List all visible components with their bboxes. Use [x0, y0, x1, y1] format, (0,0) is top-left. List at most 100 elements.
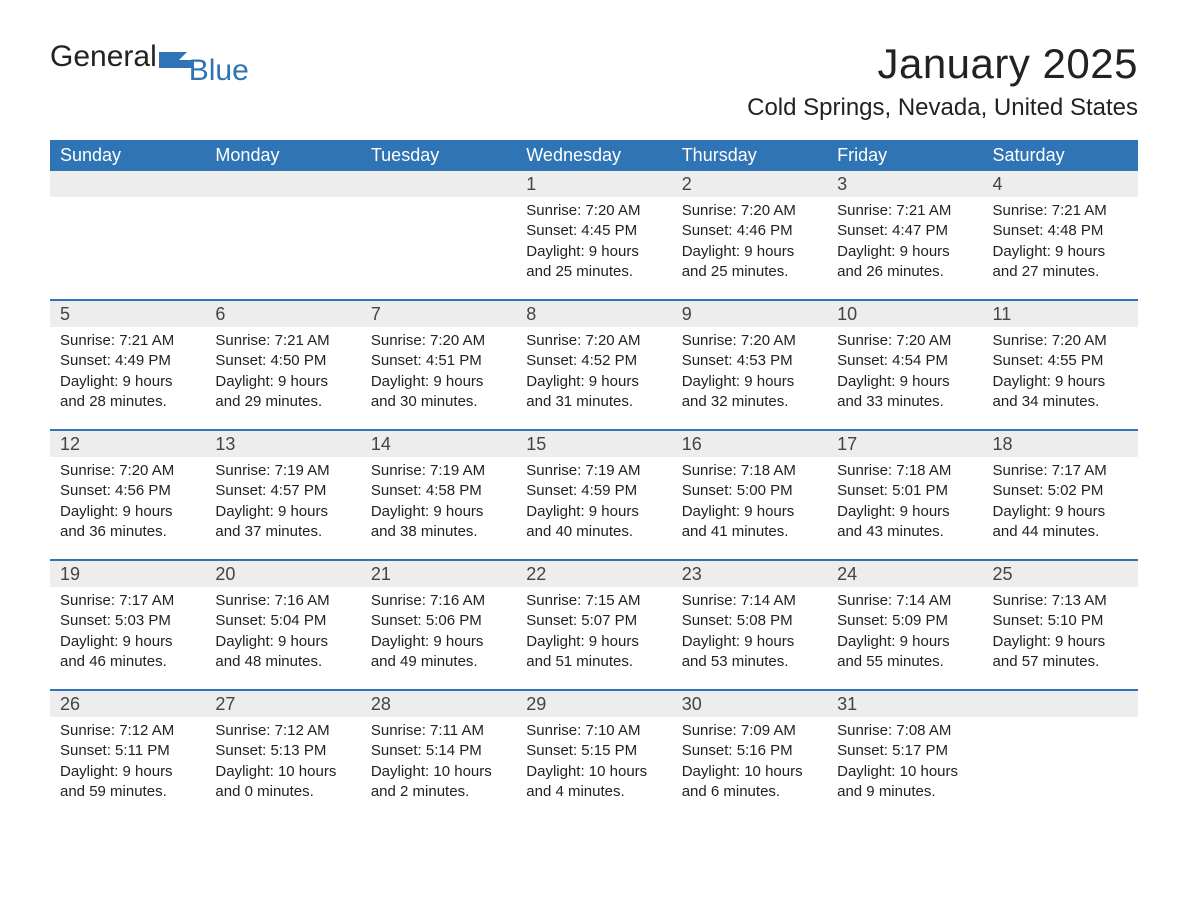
daylight-line: Daylight: 9 hours and 53 minutes. — [682, 632, 817, 673]
day-details: Sunrise: 7:15 AMSunset: 5:07 PMDaylight:… — [516, 587, 671, 672]
weekday-header: Friday — [827, 140, 982, 171]
daylight-line: Daylight: 9 hours and 25 minutes. — [526, 242, 661, 283]
sunrise-line: Sunrise: 7:20 AM — [60, 461, 195, 481]
day-number: 31 — [827, 691, 982, 717]
daylight-line: Daylight: 9 hours and 28 minutes. — [60, 372, 195, 413]
daylight-line: Daylight: 9 hours and 27 minutes. — [993, 242, 1128, 283]
day-cell: 5Sunrise: 7:21 AMSunset: 4:49 PMDaylight… — [50, 301, 205, 429]
sunset-line: Sunset: 5:09 PM — [837, 611, 972, 631]
sunset-line: Sunset: 5:13 PM — [215, 741, 350, 761]
weekday-header: Monday — [205, 140, 360, 171]
sunrise-line: Sunrise: 7:15 AM — [526, 591, 661, 611]
sunset-line: Sunset: 4:52 PM — [526, 351, 661, 371]
day-cell: 9Sunrise: 7:20 AMSunset: 4:53 PMDaylight… — [672, 301, 827, 429]
day-number: 8 — [516, 301, 671, 327]
sunset-line: Sunset: 4:56 PM — [60, 481, 195, 501]
daylight-line: Daylight: 9 hours and 55 minutes. — [837, 632, 972, 673]
day-number: 6 — [205, 301, 360, 327]
week-row: 19Sunrise: 7:17 AMSunset: 5:03 PMDayligh… — [50, 559, 1138, 689]
sunrise-line: Sunrise: 7:21 AM — [993, 201, 1128, 221]
day-cell: 11Sunrise: 7:20 AMSunset: 4:55 PMDayligh… — [983, 301, 1138, 429]
sunrise-line: Sunrise: 7:18 AM — [682, 461, 817, 481]
daylight-line: Daylight: 9 hours and 32 minutes. — [682, 372, 817, 413]
day-cell: 6Sunrise: 7:21 AMSunset: 4:50 PMDaylight… — [205, 301, 360, 429]
daylight-line: Daylight: 10 hours and 4 minutes. — [526, 762, 661, 803]
sunrise-line: Sunrise: 7:21 AM — [215, 331, 350, 351]
sunset-line: Sunset: 4:55 PM — [993, 351, 1128, 371]
sunset-line: Sunset: 4:53 PM — [682, 351, 817, 371]
day-cell: 1Sunrise: 7:20 AMSunset: 4:45 PMDaylight… — [516, 171, 671, 299]
month-title: January 2025 — [747, 40, 1138, 88]
day-number — [983, 691, 1138, 717]
sunset-line: Sunset: 4:48 PM — [993, 221, 1128, 241]
day-cell: 22Sunrise: 7:15 AMSunset: 5:07 PMDayligh… — [516, 561, 671, 689]
week-row: 12 Sunrise: 7:20 AMSunset: 4:56 PM Dayligh… — [50, 429, 1138, 559]
day-number: 4 — [983, 171, 1138, 197]
calendar-grid: SundayMondayTuesdayWednesdayThursdayFrid… — [50, 140, 1138, 819]
daylight-line: Daylight: 9 hours and 34 minutes. — [993, 372, 1128, 413]
day-number: 22 — [516, 561, 671, 587]
day-number: 23 — [672, 561, 827, 587]
day-cell: 25Sunrise: 7:13 AMSunset: 5:10 PMDayligh… — [983, 561, 1138, 689]
day-number: 21 — [361, 561, 516, 587]
empty-cell — [50, 171, 205, 299]
day-cell: 20Sunrise: 7:16 AMSunset: 5:04 PMDayligh… — [205, 561, 360, 689]
daylight-line: Daylight: 9 hours and 33 minutes. — [837, 372, 972, 413]
daylight-line: Daylight: 9 hours and 40 minutes. — [526, 502, 661, 543]
sunrise-line: Sunrise: 7:17 AM — [993, 461, 1128, 481]
logo: General Blue — [50, 40, 255, 74]
daylight-line: Daylight: 9 hours and 41 minutes. — [682, 502, 817, 543]
day-cell: 8Sunrise: 7:20 AMSunset: 4:52 PMDaylight… — [516, 301, 671, 429]
sunset-line: Sunset: 5:16 PM — [682, 741, 817, 761]
day-details: Sunrise: 7:20 AMSunset: 4:54 PMDaylight:… — [827, 327, 982, 412]
day-number: 12 — [50, 431, 205, 457]
sunset-line: Sunset: 4:54 PM — [837, 351, 972, 371]
day-details: Sunrise: 7:20 AMSunset: 4:51 PMDaylight:… — [361, 327, 516, 412]
sunrise-line: Sunrise: 7:18 AM — [837, 461, 972, 481]
day-cell: 10Sunrise: 7:20 AMSunset: 4:54 PMDayligh… — [827, 301, 982, 429]
day-details: Sunrise: 7:12 AMSunset: 5:11 PMDaylight:… — [50, 717, 205, 802]
day-number: 25 — [983, 561, 1138, 587]
daylight-line: Daylight: 9 hours and 49 minutes. — [371, 632, 506, 673]
day-details: Sunrise: 7:21 AMSunset: 4:50 PMDaylight:… — [205, 327, 360, 412]
day-details: Sunrise: 7:14 AMSunset: 5:09 PMDaylight:… — [827, 587, 982, 672]
week-row: 5Sunrise: 7:21 AMSunset: 4:49 PMDaylight… — [50, 299, 1138, 429]
day-cell: 2Sunrise: 7:20 AMSunset: 4:46 PMDaylight… — [672, 171, 827, 299]
day-details: Sunrise: 7:13 AMSunset: 5:10 PMDaylight:… — [983, 587, 1138, 672]
day-cell: 30Sunrise: 7:09 AMSunset: 5:16 PMDayligh… — [672, 691, 827, 819]
day-details: Sunrise: 7:08 AMSunset: 5:17 PMDaylight:… — [827, 717, 982, 802]
sunset-line: Sunset: 5:17 PM — [837, 741, 972, 761]
sunset-line: Sunset: 5:15 PM — [526, 741, 661, 761]
day-details: Sunrise: 7:19 AMSunset: 4:58 PMDaylight:… — [361, 457, 516, 542]
day-details: Sunrise: 7:17 AMSunset: 5:02 PMDaylight:… — [983, 457, 1138, 542]
sunrise-line: Sunrise: 7:17 AM — [60, 591, 195, 611]
day-details: Sunrise: 7:09 AMSunset: 5:16 PMDaylight:… — [672, 717, 827, 802]
day-cell: 7Sunrise: 7:20 AMSunset: 4:51 PMDaylight… — [361, 301, 516, 429]
sunset-line: Sunset: 5:02 PM — [993, 481, 1128, 501]
week-row: 26Sunrise: 7:12 AMSunset: 5:11 PMDayligh… — [50, 689, 1138, 819]
day-cell: 24Sunrise: 7:14 AMSunset: 5:09 PMDayligh… — [827, 561, 982, 689]
day-number — [205, 171, 360, 197]
day-number: 13 — [205, 431, 360, 457]
sunrise-line: Sunrise: 7:20 AM — [371, 331, 506, 351]
day-cell: 17Sunrise: 7:18 AMSunset: 5:01 PMDayligh… — [827, 431, 982, 559]
sunset-line: Sunset: 4:49 PM — [60, 351, 195, 371]
day-number: 9 — [672, 301, 827, 327]
empty-cell — [983, 691, 1138, 819]
day-cell: 16Sunrise: 7:18 AMSunset: 5:00 PMDayligh… — [672, 431, 827, 559]
logo-text-blue: Blue — [189, 54, 249, 88]
sunrise-line: Sunrise: 7:20 AM — [993, 331, 1128, 351]
weekday-header: Wednesday — [516, 140, 671, 171]
day-cell: 3Sunrise: 7:21 AMSunset: 4:47 PMDaylight… — [827, 171, 982, 299]
day-details: Sunrise: 7:11 AMSunset: 5:14 PMDaylight:… — [361, 717, 516, 802]
sunrise-line: Sunrise: 7:14 AM — [682, 591, 817, 611]
day-details: Sunrise: 7:20 AMSunset: 4:45 PMDaylight:… — [516, 197, 671, 282]
sunset-line: Sunset: 4:57 PM — [215, 481, 350, 501]
sunset-line: Sunset: 5:11 PM — [60, 741, 195, 761]
sunrise-line: Sunrise: 7:16 AM — [371, 591, 506, 611]
day-number — [50, 171, 205, 197]
day-number: 18 — [983, 431, 1138, 457]
sunset-line: Sunset: 4:46 PM — [682, 221, 817, 241]
daylight-line: Daylight: 9 hours and 38 minutes. — [371, 502, 506, 543]
day-cell: 14Sunrise: 7:19 AMSunset: 4:58 PMDayligh… — [361, 431, 516, 559]
